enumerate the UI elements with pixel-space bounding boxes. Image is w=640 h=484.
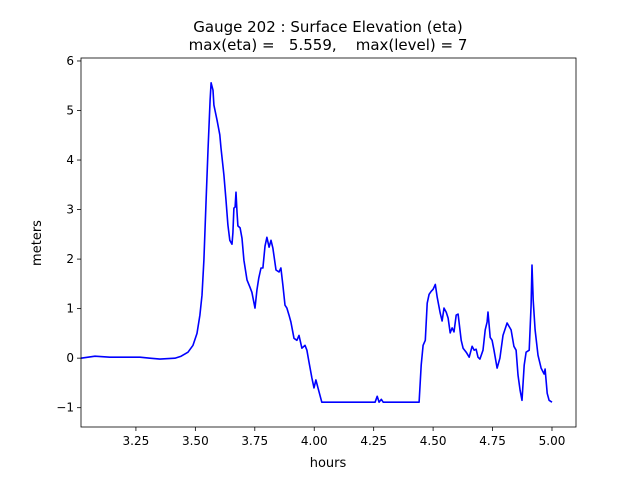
y-tick-label: 2 <box>66 252 74 266</box>
x-tick-label: 4.75 <box>479 434 506 448</box>
y-tick-label: 6 <box>66 54 74 68</box>
y-axis-label: meters <box>30 220 45 266</box>
plot-frame <box>80 57 577 428</box>
x-tick-label: 4.25 <box>360 434 387 448</box>
x-tick-label: 3.50 <box>182 434 209 448</box>
x-tick-label: 3.25 <box>123 434 150 448</box>
x-axis-label: hours <box>310 456 347 471</box>
y-tick-label: 3 <box>66 203 74 217</box>
series-line <box>80 82 553 403</box>
x-tick-label: 4.50 <box>420 434 447 448</box>
x-tick-label: 3.75 <box>241 434 268 448</box>
y-tick-label: 4 <box>66 153 74 167</box>
chart-title: Gauge 202 : Surface Elevation (eta) <box>193 18 462 36</box>
chart-subtitle: max(eta) = 5.559, max(level) = 7 <box>189 36 468 54</box>
x-tick-label: 5.00 <box>539 434 566 448</box>
y-tick-label: −1 <box>56 401 74 415</box>
y-tick-label: 5 <box>66 104 74 118</box>
y-tick-label: 1 <box>66 302 74 316</box>
y-tick-label: 0 <box>66 351 74 365</box>
plot-area: 3.25 3.50 3.75 4.00 4.25 4.50 4.75 5.00 −1 0 1 2 3 4 5… <box>56 54 577 448</box>
x-tick-label: 4.00 <box>301 434 328 448</box>
